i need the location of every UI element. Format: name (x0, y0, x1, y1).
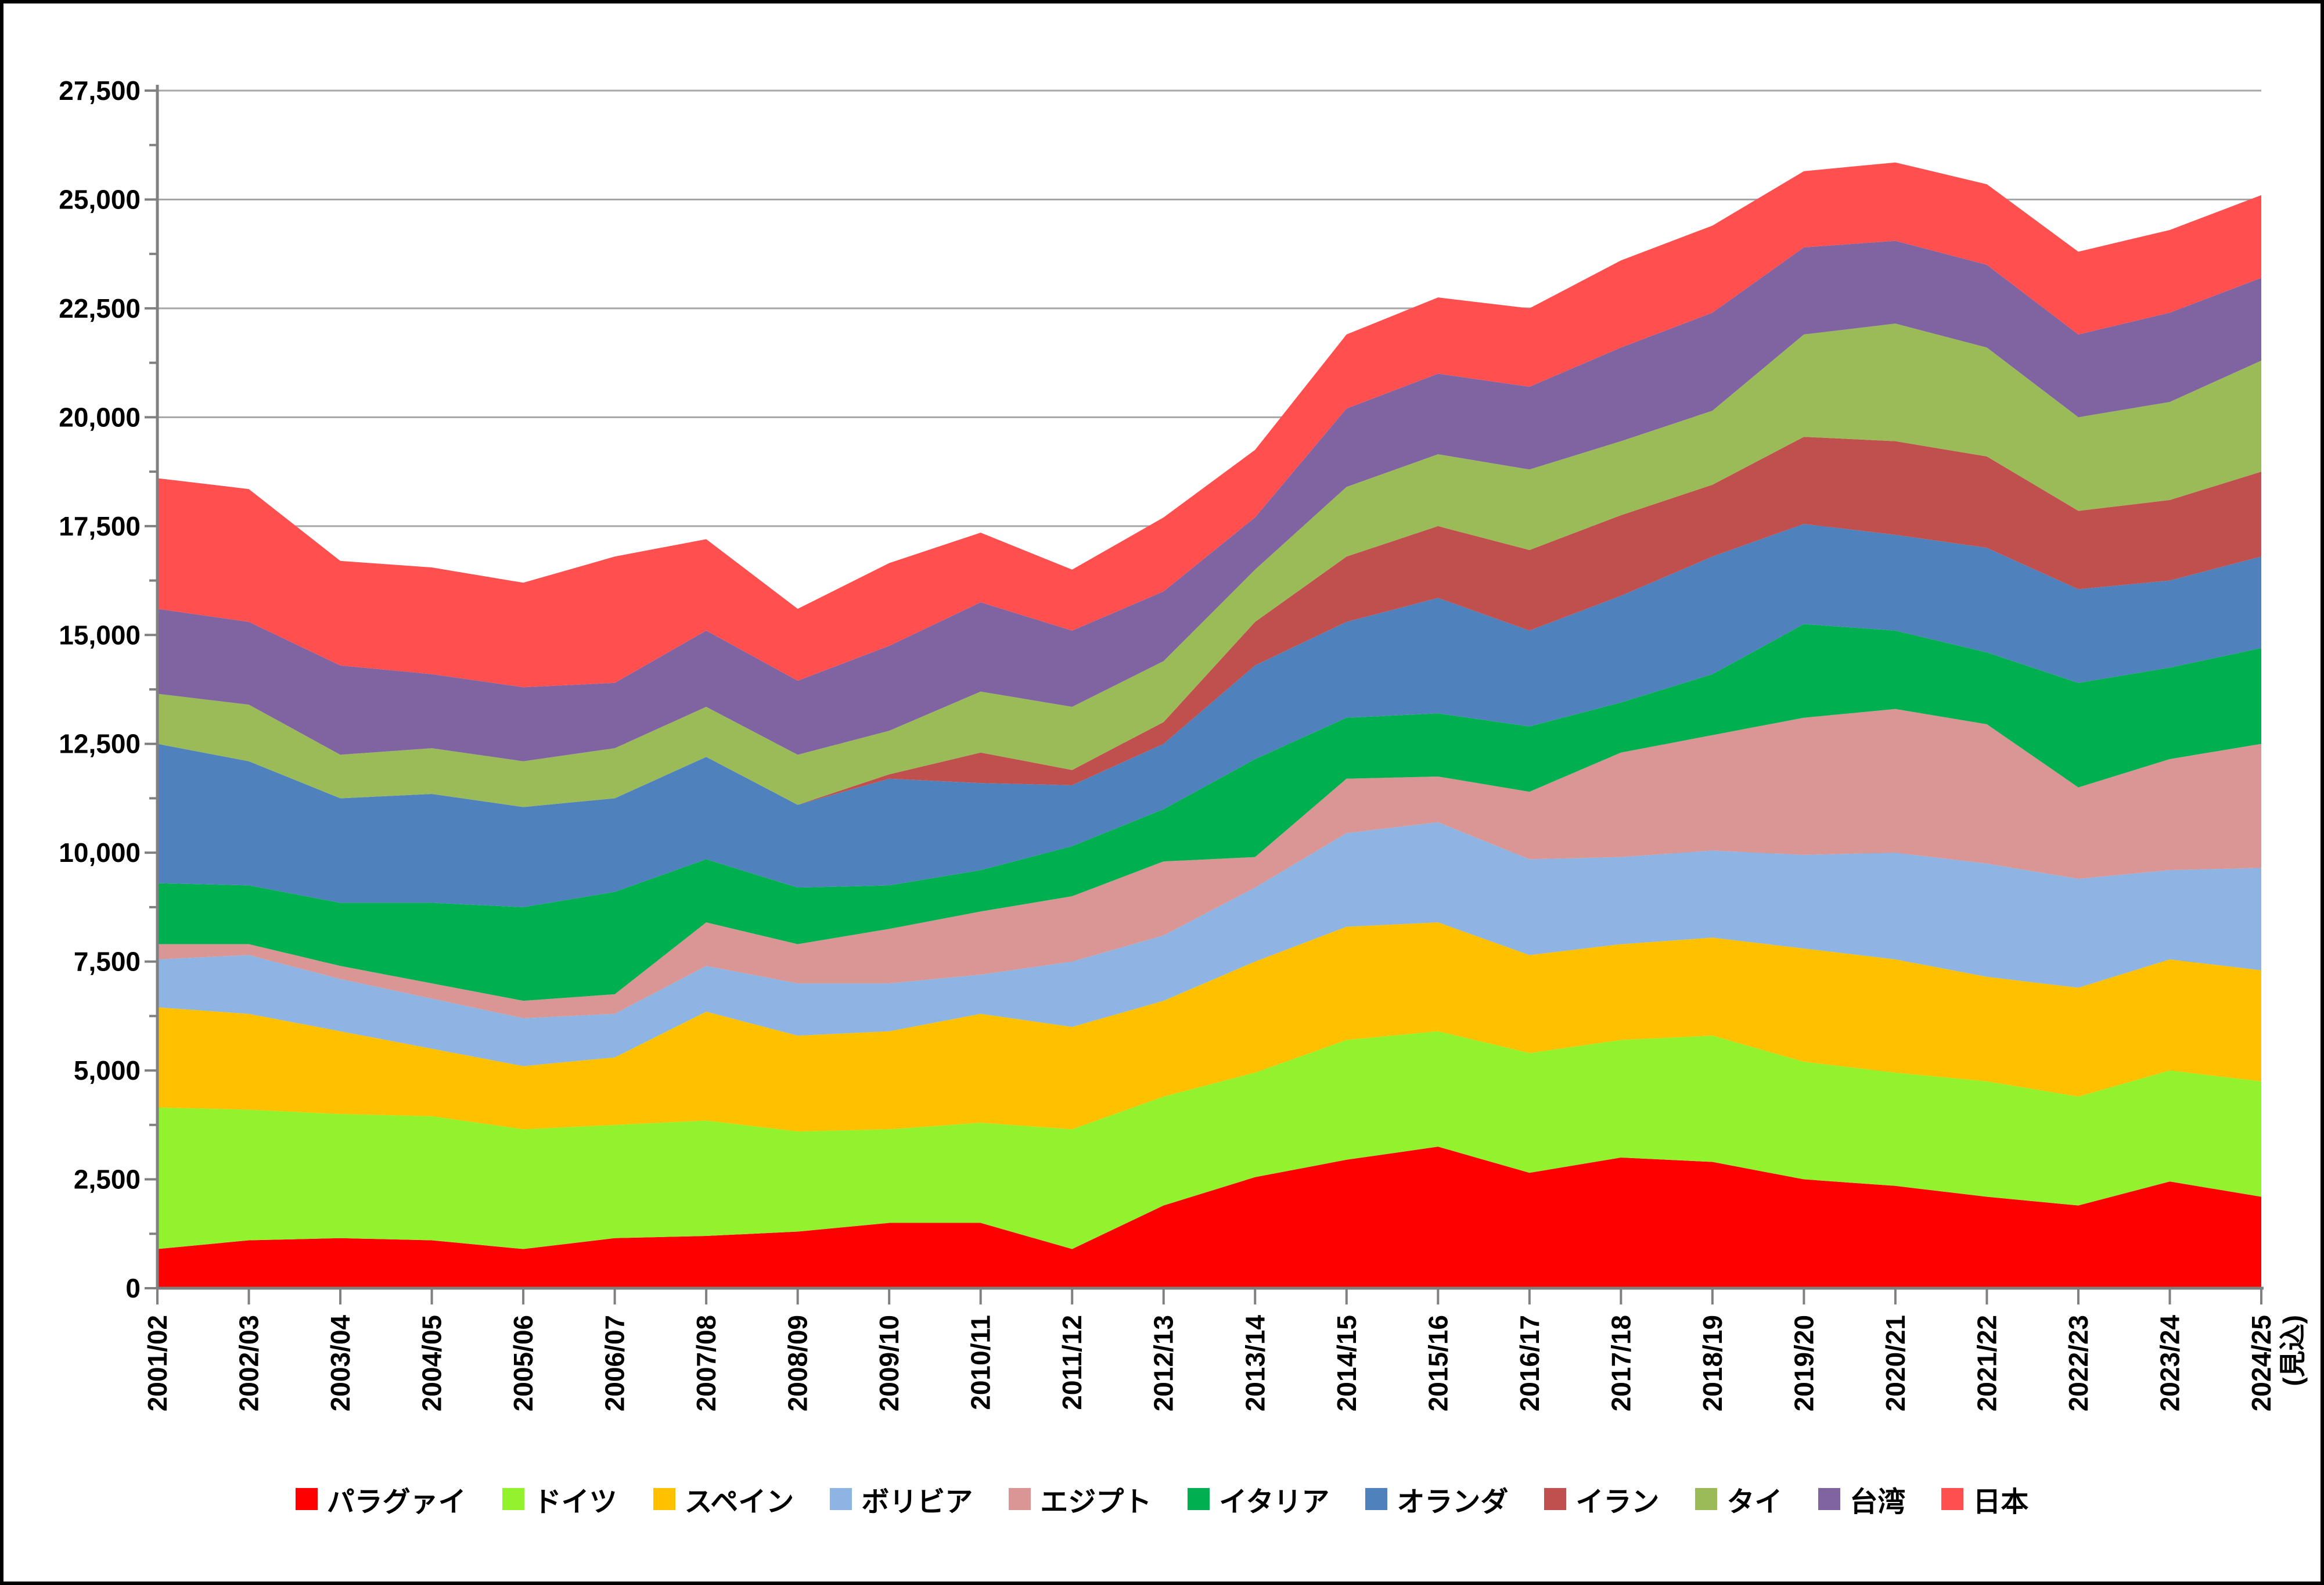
legend-label: 台湾 (1850, 1487, 1906, 1518)
x-tick-label: 2021/22 (1972, 1315, 2002, 1411)
area-イラン (157, 437, 2261, 807)
legend-label: オランダ (1397, 1487, 1509, 1518)
legend-item-オランダ: オランダ (1365, 1479, 1508, 1519)
legend-item-エジプト: エジプト (1009, 1479, 1152, 1519)
legend-label: 日本 (1973, 1487, 2029, 1518)
legend-chip-オランダ (1365, 1488, 1388, 1510)
stacked-area-chart: 0 2,500 5,000 7,500 10,000 12,500 15,000 17,500… (59, 76, 2308, 1412)
y-tick-label: 5,000 (74, 1055, 141, 1086)
area-スペイン (157, 922, 2261, 1132)
chart-legend: パラグァイ ドイツ スペイン ボリビア エジプト イタリア オランダ イラン タイ 台湾 日本 (3, 1479, 2321, 1519)
x-tick-label: 2015/16 (1423, 1315, 1453, 1411)
x-tick-label: 2012/13 (1149, 1315, 1179, 1411)
legend-chip-エジプト (1009, 1488, 1031, 1510)
y-tick-label: 25,000 (59, 184, 141, 214)
y-tick-label: 2,500 (74, 1165, 141, 1195)
area-台湾 (157, 240, 2261, 761)
area-エジプト (157, 709, 2261, 1019)
y-tick-label: 7,500 (74, 947, 141, 977)
legend-label: イラン (1575, 1487, 1660, 1518)
x-tick-label: 2014/15 (1332, 1315, 1362, 1411)
x-tick-label: 2016/17 (1514, 1315, 1545, 1411)
x-tick-label: 2011/12 (1057, 1315, 1087, 1410)
x-tick-label: 2003/04 (325, 1315, 355, 1412)
x-tick-label: 2020/21 (1880, 1315, 1911, 1411)
y-tick-label: 22,500 (59, 293, 141, 324)
area-ドイツ (157, 1031, 2261, 1249)
area-タイ (157, 324, 2261, 807)
x-tick-label: 2018/19 (1697, 1315, 1728, 1411)
legend-item-ドイツ: ドイツ (502, 1479, 617, 1519)
legend-item-スペイン: スペイン (653, 1479, 794, 1519)
x-tick-label: 2006/07 (600, 1315, 630, 1411)
legend-item-台湾: 台湾 (1818, 1479, 1905, 1519)
x-tick-label: 2009/10 (874, 1315, 904, 1411)
legend-item-パラグァイ: パラグァイ (295, 1479, 466, 1519)
x-tick-label: 2023/24 (2154, 1315, 2185, 1412)
legend-label: ドイツ (533, 1487, 617, 1518)
legend-chip-イラン (1544, 1488, 1567, 1510)
area-日本 (157, 162, 2261, 688)
y-tick-label: 12,500 (59, 729, 141, 759)
area-イタリア (157, 624, 2261, 1001)
x-tick-label: 2005/06 (508, 1315, 538, 1411)
y-tick-label: 17,500 (59, 511, 141, 541)
x-tick-label: 2008/09 (783, 1315, 813, 1411)
legend-item-イラン: イラン (1544, 1479, 1659, 1519)
legend-chip-パラグァイ (295, 1488, 318, 1510)
y-tick-label: 10,000 (59, 838, 141, 868)
legend-chip-イタリア (1188, 1488, 1210, 1510)
legend-item-ボリビア: ボリビア (830, 1479, 973, 1519)
legend-chip-ドイツ (502, 1488, 524, 1510)
y-tick-label: 15,000 (59, 620, 141, 650)
legend-label: イタリア (1219, 1487, 1330, 1518)
legend-label: ボリビア (861, 1487, 973, 1518)
legend-chip-ボリビア (830, 1488, 852, 1510)
y-tick-label: 27,500 (59, 76, 141, 106)
x-tick-label: 2013/14 (1240, 1315, 1270, 1412)
x-tick-label: 2024/25(見込) (2246, 1315, 2308, 1411)
legend-item-イタリア: イタリア (1188, 1479, 1329, 1519)
area-オランダ (157, 524, 2261, 907)
y-tick-label: 0 (125, 1273, 141, 1303)
x-tick-label: 2017/18 (1606, 1315, 1636, 1411)
y-tick-label: 20,000 (59, 402, 141, 432)
legend-item-日本: 日本 (1941, 1479, 2028, 1519)
legend-chip-タイ (1695, 1488, 1718, 1510)
x-tick-label: 2010/11 (966, 1315, 996, 1410)
x-tick-label: 2001/02 (142, 1315, 172, 1411)
x-tick-label: 2002/03 (234, 1315, 264, 1411)
x-tick-label: 2007/08 (691, 1315, 721, 1411)
x-tick-label: 2019/20 (1789, 1315, 1819, 1411)
legend-chip-日本 (1941, 1488, 1964, 1510)
x-tick-label: 2022/23 (2063, 1315, 2093, 1411)
legend-label: スペイン (684, 1487, 794, 1518)
legend-chip-スペイン (653, 1488, 675, 1510)
x-tick-label: 2004/05 (417, 1315, 447, 1411)
area-パラグァイ (157, 1146, 2261, 1288)
legend-item-タイ: タイ (1695, 1479, 1782, 1519)
legend-chip-台湾 (1818, 1488, 1841, 1510)
area-ボリビア (157, 822, 2261, 1066)
legend-label: エジプト (1040, 1487, 1152, 1518)
legend-label: タイ (1726, 1487, 1783, 1518)
legend-label: パラグァイ (326, 1487, 466, 1518)
